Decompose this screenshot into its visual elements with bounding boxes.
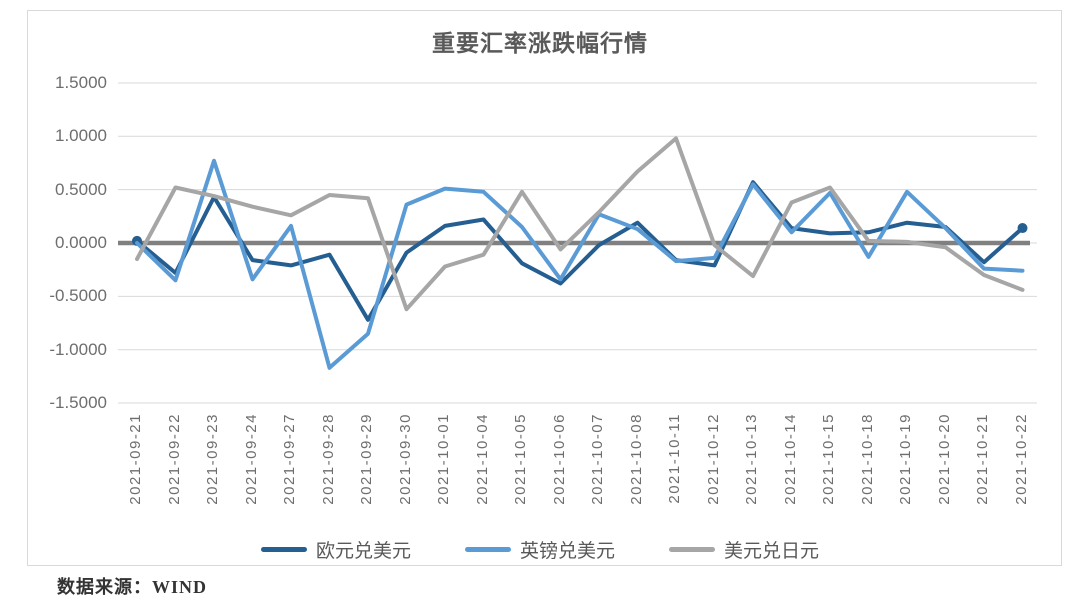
series-line-美元兑日元 — [135, 136, 1025, 312]
x-tick-label: 2021-09-24 — [242, 413, 260, 505]
x-tick-label: 2021-09-30 — [396, 413, 414, 505]
x-tick-label: 2021-09-22 — [165, 413, 183, 505]
x-tick-label: 2021-10-14 — [781, 413, 799, 505]
x-tick-label: 2021-10-19 — [897, 413, 914, 505]
legend-item-英镑兑美元: 英镑兑美元 — [464, 536, 615, 563]
legend-item-欧元兑美元: 欧元兑美元 — [260, 536, 411, 563]
x-tick-label: 2021-10-12 — [704, 413, 722, 505]
x-tick-label: 2021-10-22 — [1012, 413, 1030, 505]
source-note: 数据来源：WIND — [57, 577, 208, 597]
x-tick-label: 2021-10-06 — [550, 413, 568, 505]
x-tick-label: 2021-10-07 — [589, 413, 606, 505]
x-tick-label: 2021-09-21 — [127, 413, 144, 505]
x-tick-label: 2021-10-04 — [473, 413, 491, 505]
y-tick-label: -0.5000 — [49, 286, 107, 306]
legend-label: 英镑兑美元 — [519, 541, 615, 562]
series-line-英镑兑美元 — [135, 158, 1025, 370]
x-tick-label: 2021-10-21 — [974, 413, 991, 505]
legend-label: 欧元兑美元 — [315, 541, 411, 562]
legend-line-swatch — [260, 547, 307, 552]
x-tick-label: 2021-10-15 — [820, 413, 837, 505]
x-tick-label: 2021-10-08 — [627, 413, 645, 505]
x-tick-label: 2021-09-29 — [358, 413, 375, 505]
x-tick-label: 2021-10-11 — [666, 413, 683, 504]
y-tick-label: -1.5000 — [49, 393, 107, 413]
x-tick-label: 2021-10-01 — [435, 413, 452, 505]
y-tick-label: -1.0000 — [49, 339, 107, 359]
series-line-欧元兑美元 — [135, 180, 1025, 322]
y-tick-label: 1.0000 — [55, 126, 107, 146]
x-tick-label: 2021-09-23 — [204, 413, 221, 505]
chart-title: 重要汇率涨跌幅行情 — [432, 31, 648, 56]
x-tick-label: 2021-10-05 — [512, 413, 529, 505]
y-tick-label: 0.0000 — [55, 233, 107, 252]
x-tick-label: 2021-10-13 — [743, 413, 760, 505]
legend-line-swatch — [464, 547, 511, 552]
x-tick-label: 2021-10-18 — [858, 413, 876, 505]
y-tick-label: 0.5000 — [55, 179, 107, 199]
legend-item-美元兑日元: 美元兑日元 — [669, 536, 819, 563]
x-tick-label: 2021-10-20 — [935, 413, 953, 505]
x-tick-label: 2021-09-27 — [281, 413, 298, 505]
y-tick-label: 1.5000 — [55, 72, 107, 92]
chart-border — [27, 10, 1062, 566]
legend-label: 美元兑日元 — [724, 541, 820, 562]
legend-line-swatch — [669, 547, 715, 552]
x-tick-label: 2021-09-28 — [319, 413, 337, 505]
legend: 欧元兑美元 英镑兑美元 美元兑日元 — [0, 536, 1080, 563]
series-marker-欧元兑美元 — [1017, 223, 1028, 234]
